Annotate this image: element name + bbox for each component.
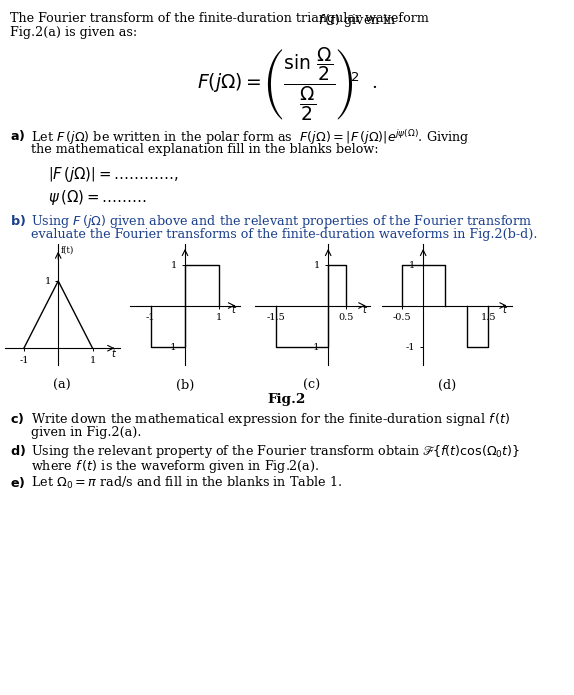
- Text: $t$: $t$: [231, 303, 238, 315]
- Text: Fig.2: Fig.2: [268, 393, 306, 406]
- Text: $\psi\,(\Omega) = \ldots\ldots\ldots$: $\psi\,(\Omega) = \ldots\ldots\ldots$: [48, 188, 146, 207]
- Text: Using the relevant property of the Fourier transform obtain $\mathscr{F}\!\left\: Using the relevant property of the Fouri…: [31, 443, 521, 460]
- Text: $f\,(t)$ given in: $f\,(t)$ given in: [10, 12, 397, 29]
- Text: $\mathbf{a)}$: $\mathbf{a)}$: [10, 128, 25, 143]
- Text: $\mathbf{b)}$: $\mathbf{b)}$: [10, 213, 26, 228]
- Text: $t$: $t$: [502, 303, 508, 315]
- Text: f(t): f(t): [60, 246, 73, 255]
- Text: $t$: $t$: [111, 347, 117, 359]
- Text: evaluate the Fourier transforms of the finite-duration waveforms in Fig.2(b-d).: evaluate the Fourier transforms of the f…: [31, 228, 537, 241]
- Text: the mathematical explanation fill in the blanks below:: the mathematical explanation fill in the…: [31, 143, 379, 156]
- Text: $\left|F\,(j\Omega)\right| = \ldots\ldots\ldots\ldots,$: $\left|F\,(j\Omega)\right| = \ldots\ldot…: [48, 165, 179, 184]
- Text: (c): (c): [304, 379, 321, 392]
- Text: given in Fig.2(a).: given in Fig.2(a).: [31, 426, 142, 439]
- Text: Using $F\,(j\Omega)$ given above and the relevant properties of the Fourier tran: Using $F\,(j\Omega)$ given above and the…: [31, 213, 532, 230]
- Text: $\mathbf{e)}$: $\mathbf{e)}$: [10, 475, 25, 490]
- Text: $F(j\Omega) = \left(\dfrac{\sin\,\dfrac{\Omega}{2}}{\dfrac{\Omega}{2}}\right)^{\: $F(j\Omega) = \left(\dfrac{\sin\,\dfrac{…: [197, 45, 377, 122]
- Text: (d): (d): [438, 379, 456, 392]
- Text: The Fourier transform of the finite-duration triangular waveform: The Fourier transform of the finite-dura…: [10, 12, 437, 25]
- Text: Let $\Omega_0 = \pi$ rad/s and fill in the blanks in Table 1.: Let $\Omega_0 = \pi$ rad/s and fill in t…: [31, 475, 342, 491]
- Text: Fig.2(a) is given as:: Fig.2(a) is given as:: [10, 26, 137, 39]
- Text: where $f\,(t)$ is the waveform given in Fig.2(a).: where $f\,(t)$ is the waveform given in …: [31, 458, 319, 475]
- Text: (a): (a): [53, 379, 71, 392]
- Text: $\mathbf{d)}$: $\mathbf{d)}$: [10, 443, 26, 458]
- Text: Write down the mathematical expression for the finite-duration signal $f\,(t)$: Write down the mathematical expression f…: [31, 411, 511, 428]
- Text: (b): (b): [176, 379, 194, 392]
- Text: $t$: $t$: [362, 303, 368, 315]
- Text: $\mathbf{c)}$: $\mathbf{c)}$: [10, 411, 24, 426]
- Text: Let $F\,(j\Omega)$ be written in the polar form as  $F(j\Omega)=|F\,(j\Omega)|e^: Let $F\,(j\Omega)$ be written in the pol…: [31, 128, 470, 147]
